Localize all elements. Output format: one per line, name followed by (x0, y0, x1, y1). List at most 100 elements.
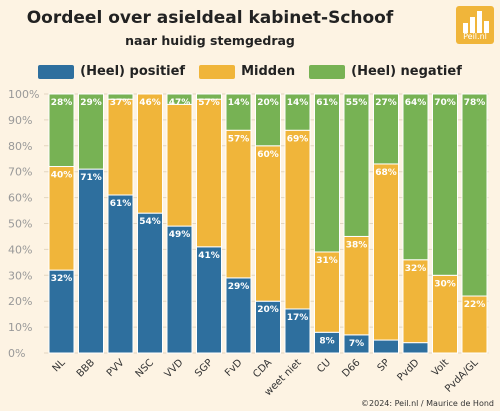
y-tick-label: 50% (8, 218, 32, 231)
data-label: 68% (375, 168, 397, 178)
category-label: NSC (134, 357, 157, 380)
y-tick-label: 0% (8, 347, 25, 360)
bar-segment (314, 251, 340, 333)
data-label: 14% (228, 98, 250, 108)
category-label: BBB (75, 357, 97, 379)
bar-segment (373, 93, 399, 165)
logo-text: Peil.nl (463, 32, 487, 41)
credit-text: ©2024: Peil.nl / Maurice de Hond (361, 399, 494, 408)
bar-segment (461, 93, 488, 297)
data-label: 29% (80, 98, 102, 108)
bar-segment (78, 168, 104, 354)
y-tick-label: 70% (8, 166, 32, 179)
bar-segment (284, 93, 311, 131)
peil-logo: Peil.nl (456, 6, 494, 44)
bar-segment (166, 225, 193, 354)
data-label: 14% (287, 98, 309, 108)
category-label: Volt (430, 357, 451, 378)
bar-segment (314, 93, 340, 253)
data-label: 7% (349, 339, 364, 349)
data-label: 41% (198, 251, 220, 261)
bar-segment (255, 145, 281, 302)
bar-segment (48, 166, 75, 271)
data-label: 27% (375, 98, 397, 108)
data-label: 78% (464, 98, 486, 108)
bar-segment (402, 342, 429, 354)
category-label: PvdA/GL (443, 357, 481, 395)
bar-segment (284, 129, 311, 310)
y-tick-label: 90% (8, 114, 32, 127)
category-label: CDA (251, 357, 274, 380)
chart-title: Oordeel over asieldeal kabinet-Schoof (26, 8, 394, 28)
bar-segment (373, 163, 399, 341)
data-label: 40% (51, 171, 73, 181)
legend-swatch-midden (199, 64, 236, 79)
bar-segment (48, 93, 75, 168)
category-label: CU (315, 357, 333, 375)
data-label: 55% (346, 98, 368, 108)
bar-segment (107, 93, 134, 100)
data-label: 30% (434, 279, 456, 289)
category-label: D66 (340, 357, 362, 379)
y-tick-label: 80% (8, 140, 32, 153)
bar-segment (225, 129, 252, 279)
bar-segment (48, 269, 75, 354)
data-label: 31% (316, 256, 338, 266)
data-label: 46% (139, 98, 161, 108)
data-label: 57% (228, 134, 250, 144)
category-label: SP (376, 357, 393, 374)
legend-item-midden: Midden (199, 64, 295, 79)
legend-swatch-negatief (309, 64, 346, 79)
data-label: 69% (287, 134, 309, 144)
y-tick-label: 60% (8, 192, 32, 205)
data-label: 29% (228, 282, 250, 292)
legend-label-midden: Midden (241, 64, 296, 79)
data-label: 60% (257, 150, 279, 160)
data-label: 37% (110, 98, 132, 108)
data-label: 61% (316, 98, 338, 108)
legend-item-positief: (Heel) positief (38, 64, 185, 79)
bar-segment (137, 93, 163, 214)
bar-segment (343, 235, 370, 336)
y-tick-label: 40% (8, 243, 32, 256)
bar-segment (432, 93, 458, 276)
bar-segment (343, 93, 370, 237)
y-tick-label: 10% (8, 321, 32, 334)
data-label: 38% (346, 240, 368, 250)
category-label: PVV (105, 357, 127, 379)
bar-segment (196, 246, 222, 354)
bar-segment (107, 98, 134, 196)
legend-swatch-positief (38, 64, 75, 79)
bar-segment (166, 103, 193, 227)
data-label: 49% (169, 230, 191, 240)
bar-segment (225, 93, 252, 131)
data-label: 57% (198, 98, 220, 108)
y-tick-label: 100% (8, 88, 39, 101)
data-label: 70% (434, 98, 456, 108)
data-label: 61% (110, 199, 132, 209)
data-label: 22% (464, 300, 486, 310)
logo-bars-icon (463, 11, 491, 33)
bar-segment (402, 259, 429, 344)
bar-segment (166, 93, 193, 105)
data-label: 28% (51, 98, 73, 108)
category-label: PvdD (395, 357, 421, 383)
category-label: VVD (163, 357, 186, 380)
bar-segment (225, 277, 252, 354)
category-label: FvD (223, 357, 245, 379)
legend-item-negatief: (Heel) negatief (309, 64, 462, 79)
data-label: 32% (51, 274, 73, 284)
data-label: 71% (80, 173, 102, 183)
bar-segment (137, 212, 163, 354)
data-label: 32% (405, 264, 427, 274)
bar-segment (255, 93, 281, 147)
category-label: SGP (193, 357, 215, 379)
legend-label-positief: (Heel) positief (80, 64, 186, 79)
y-tick-label: 20% (8, 295, 32, 308)
bar-segment (196, 93, 222, 100)
data-label: 20% (257, 305, 279, 315)
bar-segment (196, 98, 222, 248)
data-label: 20% (257, 98, 279, 108)
data-label: 17% (287, 313, 309, 323)
